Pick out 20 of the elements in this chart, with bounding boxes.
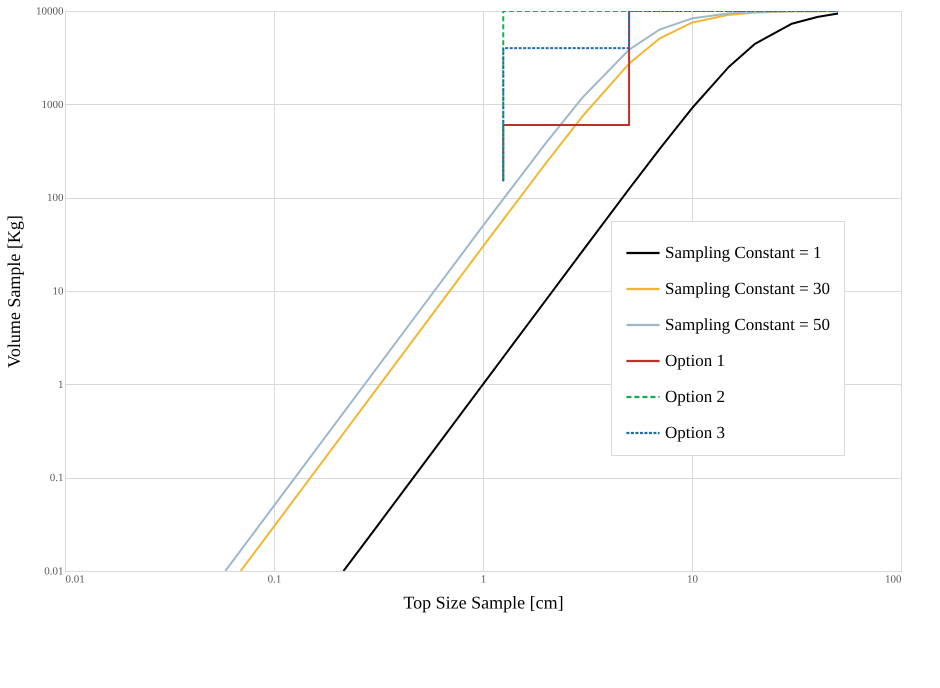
y-tick-label: 10 [52, 286, 64, 298]
x-tick-label: 0.1 [268, 574, 282, 586]
x-tick-label: 10 [687, 574, 698, 586]
legend-label: Sampling Constant = 1 [665, 243, 822, 262]
x-tick-label: 1 [480, 574, 486, 586]
y-tick-label: 0.1 [50, 472, 64, 484]
y-tick-label: 100 [47, 192, 64, 204]
y-tick-label: 1 [58, 378, 64, 391]
legend-label: Option 1 [665, 351, 725, 370]
x-axis-title: Top Size Sample [cm] [403, 592, 564, 612]
x-tick-label: 100 [885, 574, 902, 586]
legend-label: Option 2 [665, 387, 725, 406]
y-tick-label: 10000 [36, 6, 64, 18]
legend-label: Sampling Constant = 50 [665, 315, 830, 334]
y-tick-label: 0.01 [44, 566, 64, 578]
x-tick-label: 0.01 [66, 574, 85, 586]
legend-label: Sampling Constant = 30 [665, 279, 830, 298]
y-axis-title: Volume Sample [Kg] [4, 215, 24, 368]
legend-label: Option 3 [665, 423, 725, 442]
y-tick-label: 1000 [42, 98, 64, 111]
